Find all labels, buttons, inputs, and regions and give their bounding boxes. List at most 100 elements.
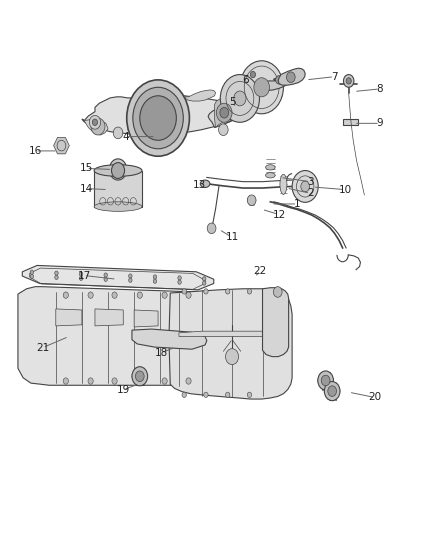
Text: 13: 13 bbox=[193, 180, 206, 190]
Circle shape bbox=[91, 118, 105, 135]
Polygon shape bbox=[132, 329, 207, 349]
Circle shape bbox=[220, 108, 229, 118]
Circle shape bbox=[178, 276, 181, 280]
Polygon shape bbox=[22, 265, 214, 290]
Polygon shape bbox=[260, 74, 290, 91]
Circle shape bbox=[251, 71, 255, 78]
Circle shape bbox=[240, 61, 283, 114]
Circle shape bbox=[273, 287, 282, 297]
Circle shape bbox=[247, 289, 252, 294]
Circle shape bbox=[88, 292, 93, 298]
Polygon shape bbox=[179, 331, 262, 336]
Circle shape bbox=[234, 91, 246, 106]
Circle shape bbox=[186, 378, 191, 384]
Polygon shape bbox=[208, 97, 251, 127]
Circle shape bbox=[220, 75, 259, 122]
Text: 6: 6 bbox=[242, 75, 248, 85]
Circle shape bbox=[55, 271, 58, 275]
Circle shape bbox=[226, 349, 239, 365]
Ellipse shape bbox=[265, 173, 275, 178]
Circle shape bbox=[346, 78, 351, 84]
Polygon shape bbox=[56, 309, 82, 326]
Text: 17: 17 bbox=[78, 271, 91, 280]
Circle shape bbox=[30, 274, 34, 279]
Text: 20: 20 bbox=[368, 392, 381, 402]
Circle shape bbox=[153, 279, 157, 284]
Polygon shape bbox=[84, 119, 108, 135]
Text: 15: 15 bbox=[80, 164, 93, 173]
Circle shape bbox=[219, 124, 228, 135]
Text: 16: 16 bbox=[29, 146, 42, 156]
Circle shape bbox=[63, 378, 68, 384]
Circle shape bbox=[321, 375, 330, 386]
Polygon shape bbox=[215, 98, 234, 127]
Circle shape bbox=[89, 115, 101, 129]
Circle shape bbox=[204, 392, 208, 398]
Circle shape bbox=[30, 270, 34, 274]
Text: 3: 3 bbox=[307, 176, 314, 187]
Circle shape bbox=[292, 171, 318, 203]
Text: 10: 10 bbox=[339, 184, 352, 195]
Circle shape bbox=[63, 292, 68, 298]
Text: 7: 7 bbox=[331, 71, 338, 82]
Circle shape bbox=[129, 278, 132, 282]
Ellipse shape bbox=[265, 165, 275, 170]
Ellipse shape bbox=[94, 165, 142, 176]
Circle shape bbox=[202, 281, 206, 285]
Text: 8: 8 bbox=[377, 84, 383, 94]
Circle shape bbox=[218, 102, 227, 114]
Text: 22: 22 bbox=[254, 266, 267, 276]
Bar bbox=[343, 119, 358, 125]
Circle shape bbox=[110, 159, 127, 180]
Circle shape bbox=[137, 378, 142, 384]
Circle shape bbox=[186, 292, 191, 298]
Circle shape bbox=[92, 119, 98, 125]
Circle shape bbox=[162, 378, 167, 384]
Circle shape bbox=[113, 127, 123, 139]
Circle shape bbox=[204, 289, 208, 294]
Circle shape bbox=[318, 371, 333, 390]
Circle shape bbox=[129, 274, 132, 278]
Circle shape bbox=[114, 164, 122, 175]
Circle shape bbox=[247, 195, 256, 206]
Circle shape bbox=[132, 367, 148, 386]
Circle shape bbox=[112, 378, 117, 384]
Text: 11: 11 bbox=[226, 232, 239, 243]
Polygon shape bbox=[262, 288, 289, 357]
Circle shape bbox=[79, 272, 83, 276]
Polygon shape bbox=[53, 138, 69, 154]
Text: 2: 2 bbox=[307, 188, 314, 198]
Text: 5: 5 bbox=[229, 97, 235, 107]
Circle shape bbox=[254, 78, 269, 97]
Circle shape bbox=[79, 276, 83, 280]
Circle shape bbox=[216, 103, 232, 122]
Circle shape bbox=[133, 87, 184, 149]
Circle shape bbox=[328, 386, 336, 397]
Text: 21: 21 bbox=[36, 343, 49, 353]
Circle shape bbox=[153, 275, 157, 279]
Text: 9: 9 bbox=[377, 118, 383, 128]
Circle shape bbox=[104, 273, 107, 277]
Text: 14: 14 bbox=[80, 183, 93, 193]
Circle shape bbox=[182, 392, 186, 398]
Text: 12: 12 bbox=[272, 209, 286, 220]
Polygon shape bbox=[278, 68, 305, 85]
Polygon shape bbox=[82, 94, 240, 135]
Circle shape bbox=[301, 181, 310, 192]
Circle shape bbox=[226, 392, 230, 398]
Ellipse shape bbox=[94, 202, 142, 212]
Circle shape bbox=[162, 292, 167, 298]
Circle shape bbox=[135, 371, 144, 382]
Text: 1: 1 bbox=[294, 199, 300, 209]
Circle shape bbox=[112, 163, 124, 179]
Circle shape bbox=[137, 292, 142, 298]
Polygon shape bbox=[95, 309, 123, 326]
Circle shape bbox=[140, 96, 177, 140]
Circle shape bbox=[226, 289, 230, 294]
Polygon shape bbox=[169, 289, 292, 399]
Circle shape bbox=[112, 292, 117, 298]
Bar bbox=[94, 171, 142, 207]
Circle shape bbox=[104, 277, 107, 281]
Polygon shape bbox=[134, 310, 158, 327]
Circle shape bbox=[286, 72, 295, 83]
